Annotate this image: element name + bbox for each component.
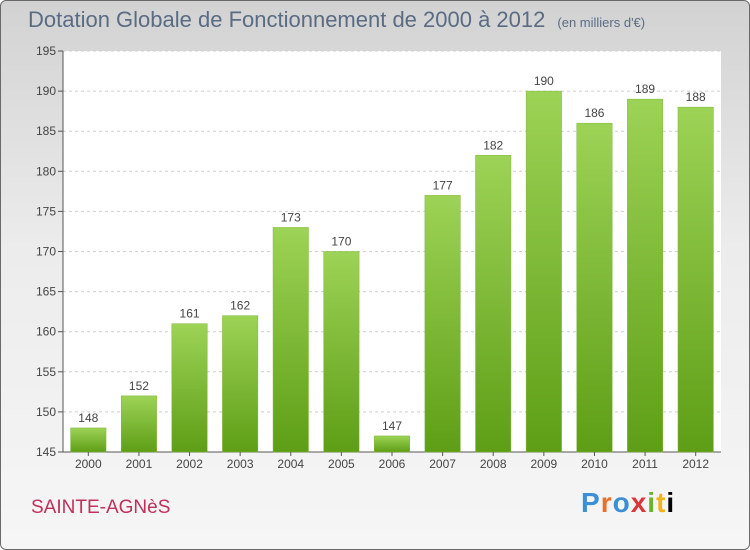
bar bbox=[475, 155, 512, 453]
bar bbox=[576, 122, 613, 453]
y-tick-label: 165 bbox=[36, 285, 56, 299]
bar bbox=[120, 395, 157, 453]
data-label: 188 bbox=[686, 90, 706, 104]
bar bbox=[171, 323, 208, 453]
brand-letter: o bbox=[612, 487, 631, 518]
data-label: 161 bbox=[180, 307, 200, 321]
data-label: 170 bbox=[331, 235, 351, 249]
bar bbox=[323, 251, 360, 453]
y-tick-label: 195 bbox=[36, 44, 56, 58]
data-label: 190 bbox=[534, 74, 554, 88]
bar bbox=[677, 106, 714, 453]
data-label: 173 bbox=[281, 210, 301, 224]
commune-name: SAINTE-AGNèS bbox=[31, 497, 171, 518]
x-tick-label: 2003 bbox=[227, 457, 254, 471]
x-tick-label: 2000 bbox=[75, 457, 102, 471]
y-tick-label: 185 bbox=[36, 124, 56, 138]
brand-letter: r bbox=[600, 487, 613, 518]
y-tick-label: 160 bbox=[36, 325, 56, 339]
bar bbox=[222, 315, 259, 453]
x-tick-label: 2011 bbox=[632, 457, 658, 471]
bar bbox=[525, 90, 562, 453]
x-tick-label: 2004 bbox=[277, 457, 304, 471]
brand-letter: i bbox=[647, 487, 657, 518]
x-tick-label: 2012 bbox=[682, 457, 709, 471]
x-tick-label: 2009 bbox=[530, 457, 557, 471]
brand-letter: x bbox=[630, 487, 648, 518]
data-label: 148 bbox=[78, 411, 98, 425]
data-label: 152 bbox=[129, 379, 149, 393]
x-tick-label: 2005 bbox=[328, 457, 355, 471]
brand-letter: P bbox=[581, 487, 601, 518]
bar bbox=[272, 227, 309, 453]
x-tick-label: 2001 bbox=[126, 457, 153, 471]
x-tick-label: 2002 bbox=[176, 457, 203, 471]
data-label: 162 bbox=[230, 299, 250, 313]
x-tick-label: 2007 bbox=[429, 457, 456, 471]
data-label: 147 bbox=[382, 419, 402, 433]
data-label: 189 bbox=[635, 82, 655, 96]
x-tick-label: 2006 bbox=[379, 457, 406, 471]
proxiti-logo: Proxiti bbox=[581, 487, 675, 519]
brand-letter: i bbox=[666, 487, 676, 518]
bar bbox=[374, 435, 410, 453]
y-tick-label: 170 bbox=[36, 245, 56, 259]
y-tick-label: 180 bbox=[36, 164, 56, 178]
x-tick-label: 2010 bbox=[581, 457, 608, 471]
data-label: 177 bbox=[433, 178, 453, 192]
x-tick-label: 2008 bbox=[480, 457, 507, 471]
brand-letter: t bbox=[656, 487, 667, 518]
y-tick-label: 175 bbox=[36, 204, 56, 218]
bar bbox=[424, 195, 461, 453]
bar bbox=[627, 98, 664, 453]
chart-subtitle: (en milliers d'€) bbox=[557, 15, 646, 30]
y-tick-label: 145 bbox=[36, 445, 56, 459]
chart-title-text: Dotation Globale de Fonctionnement de 20… bbox=[28, 7, 546, 32]
bar bbox=[70, 427, 107, 453]
chart-title: Dotation Globale de Fonctionnement de 20… bbox=[28, 7, 645, 33]
data-label: 186 bbox=[584, 106, 604, 120]
y-tick-label: 155 bbox=[36, 365, 56, 379]
y-tick-label: 150 bbox=[36, 405, 56, 419]
y-tick-label: 190 bbox=[36, 84, 56, 98]
data-label: 182 bbox=[483, 138, 503, 152]
